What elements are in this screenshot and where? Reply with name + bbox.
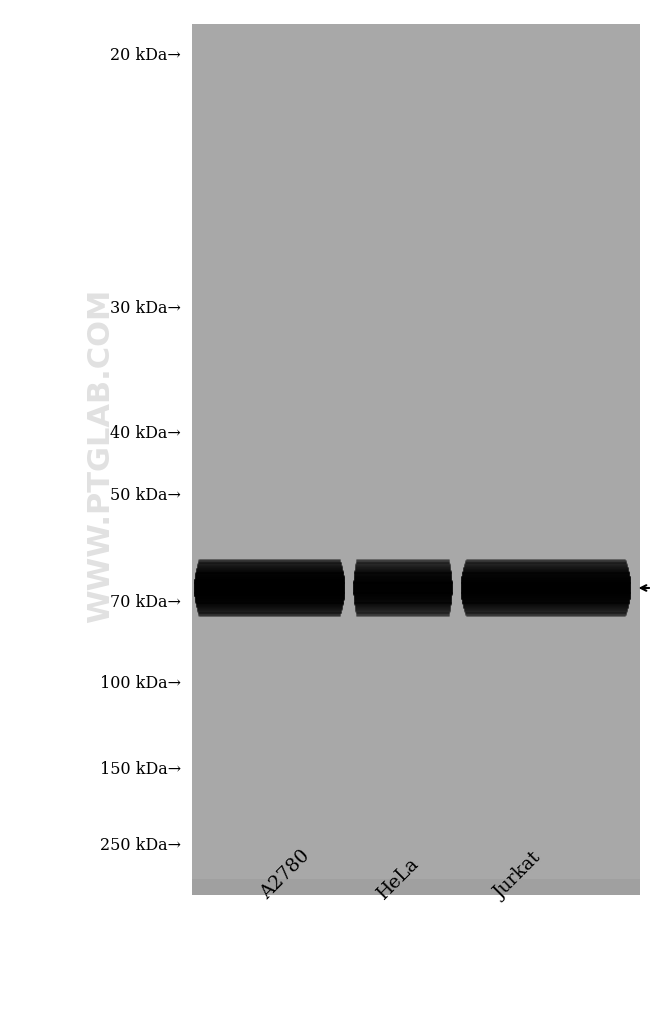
Text: A2780: A2780	[257, 845, 313, 902]
Text: 40 kDa→: 40 kDa→	[110, 425, 181, 441]
Text: 30 kDa→: 30 kDa→	[110, 300, 181, 316]
Text: 50 kDa→: 50 kDa→	[110, 487, 181, 503]
Text: 70 kDa→: 70 kDa→	[110, 593, 181, 610]
Text: HeLa: HeLa	[374, 853, 422, 902]
Text: 150 kDa→: 150 kDa→	[99, 760, 181, 776]
Text: 250 kDa→: 250 kDa→	[99, 836, 181, 852]
Text: 100 kDa→: 100 kDa→	[99, 674, 181, 691]
FancyBboxPatch shape	[192, 25, 640, 895]
Text: 20 kDa→: 20 kDa→	[110, 48, 181, 64]
Text: Jurkat: Jurkat	[491, 848, 545, 902]
Bar	[192, 880, 640, 895]
Text: WWW.PTGLAB.COM: WWW.PTGLAB.COM	[86, 288, 115, 622]
